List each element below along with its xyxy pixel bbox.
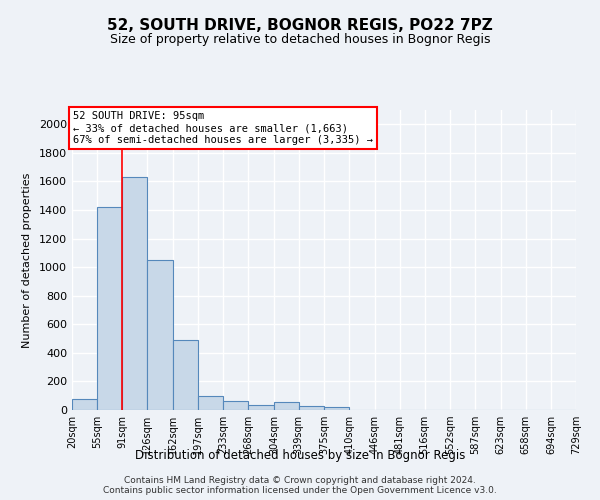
Text: Contains HM Land Registry data © Crown copyright and database right 2024.
Contai: Contains HM Land Registry data © Crown c… [103,476,497,495]
Bar [97,207,122,410]
Text: 52 SOUTH DRIVE: 95sqm
← 33% of detached houses are smaller (1,663)
67% of semi-d: 52 SOUTH DRIVE: 95sqm ← 33% of detached … [73,112,373,144]
Bar [72,400,97,410]
Text: Distribution of detached houses by size in Bognor Regis: Distribution of detached houses by size … [135,448,465,462]
Bar [198,396,223,410]
Bar [248,405,274,410]
Text: 52, SOUTH DRIVE, BOGNOR REGIS, PO22 7PZ: 52, SOUTH DRIVE, BOGNOR REGIS, PO22 7PZ [107,18,493,32]
Bar [148,260,173,410]
Text: Size of property relative to detached houses in Bognor Regis: Size of property relative to detached ho… [110,32,490,46]
Bar [122,177,148,410]
Bar [223,402,248,410]
Y-axis label: Number of detached properties: Number of detached properties [22,172,32,348]
Bar [173,340,198,410]
Bar [325,407,349,410]
Bar [274,402,299,410]
Bar [299,406,325,410]
